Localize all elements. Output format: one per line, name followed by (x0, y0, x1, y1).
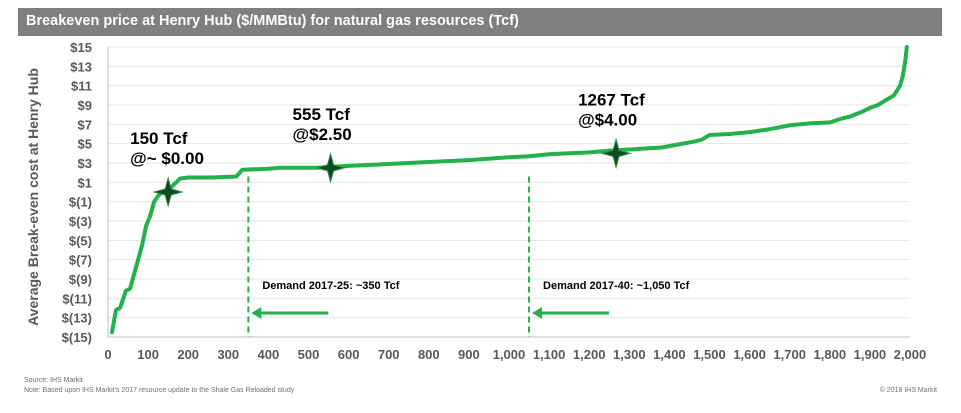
x-tick-label: 1,000 (493, 347, 526, 362)
x-tick-label: 100 (137, 347, 159, 362)
y-tick-label: $(3) (69, 214, 92, 229)
source-note: Source: IHS Markit (24, 377, 83, 384)
annotation-markers: 150 Tcf@~ $0.00 555 Tcf@$2.50 1267 Tcf@$4.… (130, 90, 645, 208)
y-tick-label: $(7) (69, 253, 92, 268)
footnote: Note: Based upon IHS Markit's 2017 resou… (24, 387, 295, 394)
y-tick-label: $(1) (69, 195, 92, 210)
x-tick-label: 400 (258, 347, 280, 362)
y-tick-label: $3 (78, 156, 92, 171)
demand-label: Demand 2017-40: ~1,050 Tcf (543, 280, 690, 292)
y-tick-label: $11 (71, 79, 92, 94)
grid-lines (108, 46, 910, 319)
annotation-label-volume: 150 Tcf (130, 129, 188, 148)
x-tick-label: 1,700 (773, 347, 806, 362)
series-layer (110, 45, 909, 335)
y-axis-title: Average Break-even cost at Henry Hub (25, 68, 41, 326)
x-tick-label: 1,900 (854, 347, 887, 362)
x-tick-label: 1,200 (573, 347, 606, 362)
x-tick-label: 1,600 (733, 347, 766, 362)
y-tick-label: $9 (78, 98, 92, 113)
demand-arrow-head (251, 307, 262, 319)
x-tick-label: 900 (458, 347, 480, 362)
x-tick-label: 1,400 (653, 347, 686, 362)
y-tick-label: $(9) (69, 272, 92, 287)
demand-label: Demand 2017-25: ~350 Tcf (262, 280, 399, 292)
x-tick-label: 2,000 (894, 347, 927, 362)
x-tick-label: 0 (104, 347, 111, 362)
x-tick-label: 700 (378, 347, 400, 362)
breakeven-curve (110, 45, 909, 335)
annotation-label-price: @~ $0.00 (130, 149, 204, 168)
y-tick-label: $7 (78, 117, 92, 132)
x-tick-label: 1,500 (693, 347, 726, 362)
x-tick-label: 800 (418, 347, 440, 362)
y-tick-label: $1 (78, 175, 92, 190)
demand-markers: Demand 2017-25: ~350 Tcf Demand 2017-40: … (247, 176, 690, 337)
y-tick-label: $(11) (62, 291, 92, 306)
annotation-star-icon (314, 151, 347, 184)
chart-title-bar: Breakeven price at Henry Hub ($/MMBtu) f… (18, 8, 942, 36)
y-tick-label: $13 (70, 59, 92, 74)
x-tick-label: 500 (298, 347, 320, 362)
copyright: © 2018 IHS Markit (879, 387, 937, 394)
x-tick-label: 1,800 (814, 347, 847, 362)
y-tick-label: $15 (70, 40, 92, 55)
y-tick-label: $(15) (62, 330, 92, 345)
chart-title: Breakeven price at Henry Hub ($/MMBtu) f… (26, 13, 519, 29)
x-tick-label: 1,300 (613, 347, 646, 362)
x-tick-label: 1,100 (533, 347, 566, 362)
annotation-label-volume: 1267 Tcf (578, 90, 645, 109)
annotation-star-icon (600, 137, 632, 170)
tick-labels: $15 $13 $11 $9 $7 $5 $3 $1 $(1) $(3) $(5) $(7) $(9) $… (62, 40, 927, 362)
axes (107, 47, 910, 338)
demand-arrow-head (532, 307, 543, 319)
annotation-label-price: @$4.00 (578, 110, 637, 129)
annotation-label-price: @$2.50 (293, 125, 352, 144)
y-tick-label: $(13) (62, 311, 92, 326)
annotation-label-volume: 555 Tcf (293, 105, 351, 124)
x-tick-label: 300 (217, 347, 239, 362)
x-tick-label: 600 (338, 347, 360, 362)
y-tick-label: $(5) (69, 233, 92, 248)
annotation-star-icon (152, 176, 185, 208)
x-tick-label: 200 (177, 347, 199, 362)
y-tick-label: $5 (78, 137, 92, 152)
